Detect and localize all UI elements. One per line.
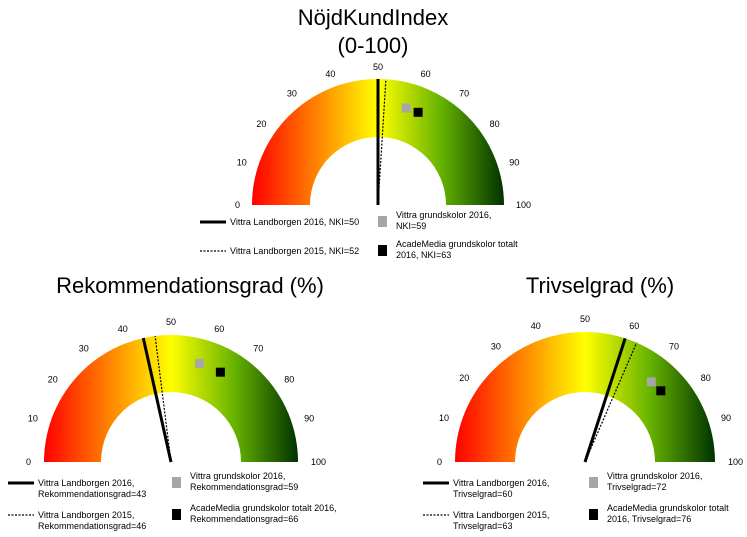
gauge-1-tick-label: 70 <box>459 88 469 98</box>
gauge-3-title: Trivselgrad (%) <box>525 273 675 298</box>
gauge-1-needle-dotted <box>377 79 387 206</box>
gauge-2-legend-needle-label-1: Vittra Landborgen 2016, Rekommendationsgr… <box>38 478 146 499</box>
gauge-1-legend-marker-1 <box>378 216 387 227</box>
gauge-3-legend-needle-label-2: Vittra Landborgen 2015, Trivselgrad=63 <box>453 510 549 531</box>
gauge-2-marker-1 <box>195 359 205 369</box>
gauge-1-tick-label: 90 <box>509 157 519 167</box>
gauge-1-legend-needle-label-1: Vittra Landborgen 2016, NKI=50 <box>230 217 359 227</box>
gauge-3-marker-2 <box>656 386 666 396</box>
gauge-1-tick-label: 50 <box>373 62 383 72</box>
gauge-2-legend-marker-2 <box>172 509 181 520</box>
gauge-1-legend-marker-label-1: Vittra grundskolor 2016, NKI=59 <box>396 210 491 231</box>
gauge-1-tick-label: 80 <box>490 119 500 129</box>
gauge-3-tick-label: 40 <box>531 321 541 331</box>
gauge-3-tick-label: 10 <box>439 413 449 423</box>
gauge-3-needle-dotted <box>584 342 638 463</box>
gauge-3-needle-solid <box>583 337 627 463</box>
gauge-2-tick-label: 80 <box>284 375 294 385</box>
gauge-3-tick-label: 100 <box>728 457 743 467</box>
gauge-3-legend-marker-2 <box>589 509 598 520</box>
gauge-1-legend-needle-label-2: Vittra Landborgen 2015, NKI=52 <box>230 246 359 256</box>
gauge-1-tick-label: 40 <box>325 69 335 79</box>
gauge-2-needle-solid <box>141 337 173 463</box>
gauge-2-tick-label: 70 <box>253 344 263 354</box>
gauge-3-tick-label: 50 <box>580 314 590 324</box>
gauge-2-band <box>44 335 298 462</box>
gauge-1-tick-label: 30 <box>287 88 297 98</box>
gauge-1-legend-marker-2 <box>378 245 387 256</box>
gauge-2-tick-label: 50 <box>166 317 176 327</box>
gauge-3-tick-label: 20 <box>459 373 469 383</box>
gauge-1-marker-1 <box>401 103 411 113</box>
gauge-1-tick-label: 10 <box>237 157 247 167</box>
gauge-3-tick-label: 60 <box>629 321 639 331</box>
gauge-3-legend-marker-label-1: Vittra grundskolor 2016, Trivselgrad=72 <box>607 471 702 492</box>
gauge-2-tick-label: 40 <box>118 324 128 334</box>
gauge-1-band <box>252 79 504 205</box>
gauge-1-title-line1: NöjdKundIndex <box>297 5 449 30</box>
gauge-3-legend-marker-label-2: AcadeMedia grundskolor totalt 2016, Trivs… <box>607 503 729 524</box>
gauge-3-tick-label: 80 <box>701 373 711 383</box>
gauge-2-tick-label: 60 <box>214 324 224 334</box>
gauge-3-band <box>455 332 715 462</box>
gauge-1-legend-marker-label-2: AcadeMedia grundskolor totalt 2016, NKI=6… <box>396 239 518 260</box>
gauge-1-tick-label: 60 <box>421 69 431 79</box>
gauge-1-title: NöjdKundIndex (0-100) <box>223 4 523 60</box>
gauge-1-marker-2 <box>413 107 423 117</box>
gauge-2-tick-label: 100 <box>311 457 326 467</box>
gauge-2-title: Rekommendationsgrad (%) <box>56 273 324 298</box>
gauge-3-tick-label: 90 <box>721 413 731 423</box>
gauge-2-needle-dotted <box>154 335 172 463</box>
gauge-3-marker-1 <box>646 377 656 387</box>
gauge-2-tick-label: 10 <box>28 414 38 424</box>
gauge-2-legend-marker-label-2: AcadeMedia grundskolor totalt 2016, Rekom… <box>190 503 337 524</box>
gauge-2-tick-label: 90 <box>304 414 314 424</box>
gauge-3-legend-needle-label-1: Vittra Landborgen 2016, Trivselgrad=60 <box>453 478 549 499</box>
gauge-3-tick-label: 30 <box>491 341 501 351</box>
gauge-1-title-line2: (0-100) <box>337 33 409 58</box>
gauge-2-marker-2 <box>215 367 225 377</box>
gauge-2-tick-label: 0 <box>26 457 31 467</box>
gauge-3-legend-marker-1 <box>589 477 598 488</box>
gauge-1-tick-label: 20 <box>256 119 266 129</box>
gauge-3-tick-label: 0 <box>437 457 442 467</box>
gauge-1-tick-label: 0 <box>235 200 240 210</box>
gauge-2-legend-marker-1 <box>172 477 181 488</box>
gauge-2-legend-needle-label-2: Vittra Landborgen 2015, Rekommendationsgr… <box>38 510 146 531</box>
gauge-1-tick-label: 100 <box>516 200 531 210</box>
gauge-2-legend-marker-label-1: Vittra grundskolor 2016, Rekommendationsg… <box>190 471 298 492</box>
gauge-2-tick-label: 20 <box>48 375 58 385</box>
gauge-3-tick-label: 70 <box>669 341 679 351</box>
gauge-2-tick-label: 30 <box>79 344 89 354</box>
